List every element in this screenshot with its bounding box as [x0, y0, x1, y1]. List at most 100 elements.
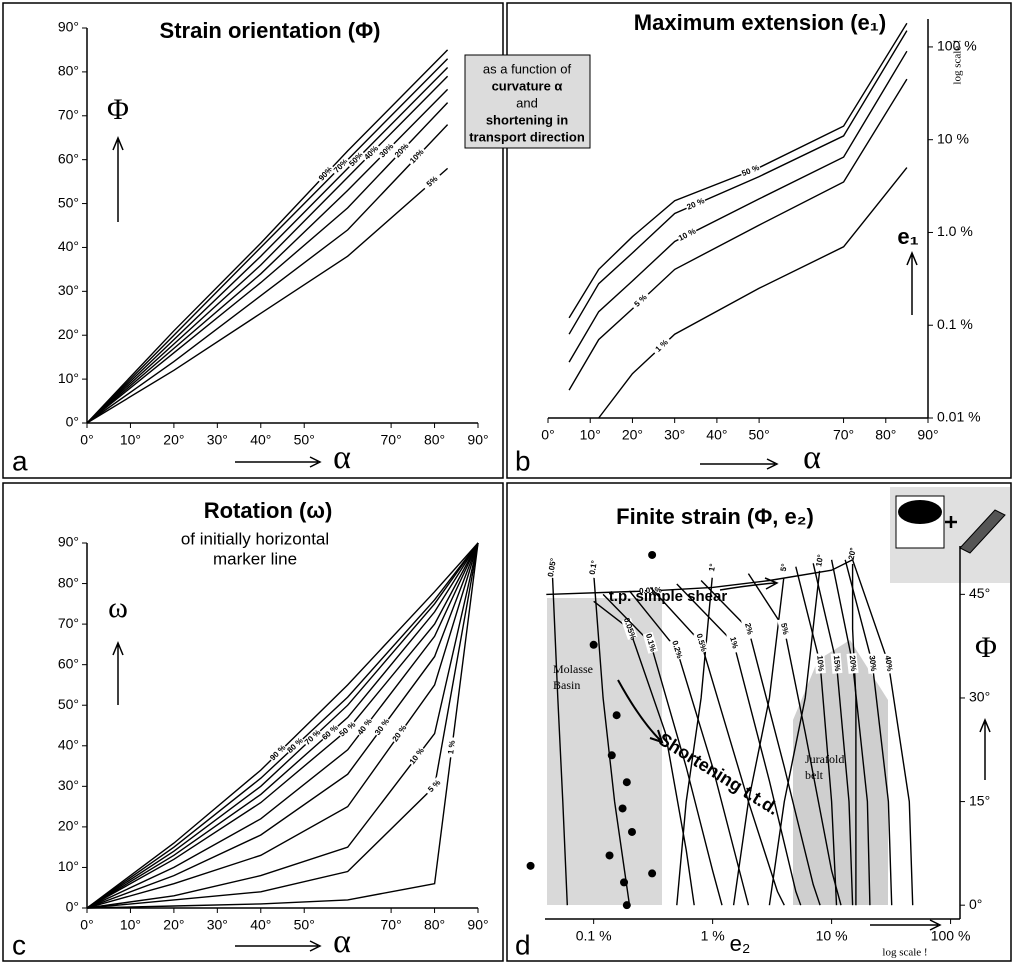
x-tick-label: 30°	[207, 917, 228, 933]
y-tick-label: 0°	[66, 414, 79, 430]
x-tick-label: 20°	[163, 432, 184, 448]
icon-shear	[959, 509, 1006, 554]
shading	[547, 598, 888, 905]
subtitle: marker line	[213, 549, 297, 568]
chart-c: 0° 10° 20° 30° 40° 50° 70° 80° 90° 0° 10° 20° 30° 40°…	[12, 498, 489, 961]
arrow	[617, 679, 664, 744]
y-tick-label: 50°	[58, 696, 79, 712]
y-tick-label: 0°	[969, 896, 982, 912]
y-tick-label: 100 %	[937, 38, 977, 54]
x-tick-label: 10 %	[816, 928, 848, 944]
curve-label-bg	[642, 631, 658, 654]
curve-label-bg	[545, 556, 560, 579]
y-tick-label: 80°	[58, 574, 79, 590]
x-tick-label: 0.1 %	[576, 928, 612, 944]
data-point	[605, 851, 614, 860]
curve-label-bg	[669, 638, 685, 661]
x-tick-label: 80°	[424, 432, 445, 448]
curve	[568, 50, 908, 363]
y-axis-label: Φ	[975, 631, 997, 664]
curve-label-bg	[739, 162, 762, 180]
curve-label-bg	[319, 722, 342, 744]
curve-label-bg	[330, 155, 352, 177]
region-label: belt	[805, 768, 824, 782]
panel-letter: a	[12, 445, 28, 476]
arrow	[112, 136, 124, 222]
chart-title: Rotation (ω)	[204, 498, 333, 523]
curve-label: 1°	[707, 563, 717, 572]
curve-label-bg	[830, 653, 843, 674]
subtitle: of initially horizontal	[181, 529, 329, 548]
data-point	[612, 711, 621, 720]
curve-label: 2%	[743, 622, 755, 635]
caption-line: curvature α	[492, 78, 563, 93]
curve	[86, 542, 479, 909]
curve-label-bg	[354, 716, 376, 739]
y-tick-label: 10°	[58, 370, 79, 386]
chart-title: Maximum extension (e₁)	[634, 10, 886, 35]
curve-label-bg	[651, 335, 673, 357]
curve-label-bg	[705, 556, 720, 579]
data-point	[648, 550, 657, 559]
curve-label: 40%	[883, 655, 894, 672]
y-tick-label: 50°	[58, 194, 79, 210]
x-tick-label: 0°	[80, 917, 93, 933]
data-point	[622, 778, 631, 787]
curve-label-bg	[866, 652, 879, 674]
data-point	[607, 751, 616, 760]
panel-letter: c	[12, 929, 26, 960]
x-tick-label: 40°	[250, 432, 271, 448]
chart-b: 0° 10° 20° 30° 40° 50° 70° 80° 90° 0.01 % 0.1 % 1.0…	[515, 10, 981, 477]
x-tick-label: 100 %	[931, 928, 971, 944]
arrow	[870, 919, 942, 931]
curve	[86, 542, 479, 909]
curve	[628, 590, 750, 906]
arrow	[719, 577, 779, 591]
x-axis-label: e₂	[730, 931, 751, 956]
curve	[844, 559, 893, 906]
x-tick-label: 0°	[541, 427, 554, 443]
y-tick-label: 30°	[58, 282, 79, 298]
curve	[830, 559, 871, 906]
x-tick-label: 80°	[424, 917, 445, 933]
curve	[568, 78, 908, 391]
data-point	[627, 827, 636, 836]
curve-label-bg	[846, 652, 859, 674]
curve	[86, 542, 479, 909]
curve-label-bg	[621, 617, 638, 640]
panel-frame	[506, 482, 1012, 962]
y-tick-label: 30°	[969, 689, 990, 705]
chart-title: Finite strain (Φ, e₂)	[616, 504, 814, 529]
curve	[676, 583, 802, 906]
molasse-region	[547, 598, 662, 905]
y-tick-label: 90°	[58, 19, 79, 35]
curve	[602, 593, 723, 906]
curve-label-bg	[284, 735, 307, 757]
curve-label-bg	[777, 556, 791, 579]
curve-label-bg	[445, 736, 459, 758]
curve-label: 5°	[779, 563, 789, 572]
curve	[568, 22, 908, 319]
curve	[593, 600, 695, 906]
annotation: Shortening t.t.d.	[655, 729, 783, 819]
curve	[86, 542, 479, 909]
x-tick-label: 90°	[467, 917, 488, 933]
y-axis-label: Φ	[107, 93, 129, 126]
region-label: Basin	[553, 678, 580, 692]
log-note: log scale !	[882, 947, 927, 959]
curve-label: 1%	[728, 636, 740, 649]
curve	[86, 49, 449, 424]
curve-label-bg	[813, 550, 827, 572]
y-tick-label: 30°	[58, 777, 79, 793]
x-tick-label: 0°	[80, 432, 93, 448]
x-tick-label: 90°	[917, 427, 938, 443]
y-tick-label: 0°	[66, 899, 79, 915]
arrow	[235, 940, 322, 952]
y-tick-label: 10°	[58, 858, 79, 874]
data-point	[526, 861, 535, 870]
curve	[86, 542, 479, 909]
y-tick-label: 60°	[58, 655, 79, 671]
curve-label: 15%	[832, 655, 842, 672]
data-point	[589, 640, 598, 649]
chart-a: 0° 10° 20° 30° 40° 50° 70° 80° 90° 0° 10° 20° 30° 40°…	[12, 18, 591, 476]
